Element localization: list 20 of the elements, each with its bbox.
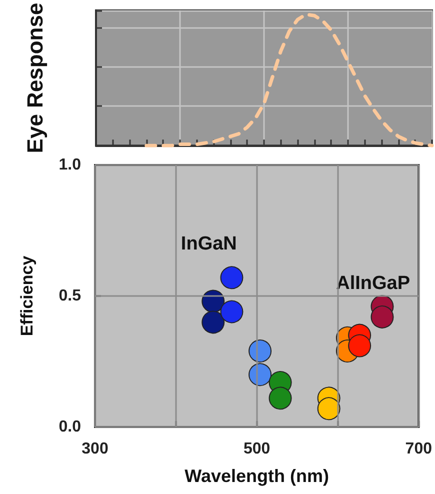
y-axis-title: Eye Response [22,2,48,154]
y-tick-label: 0.0 [58,418,82,436]
point [317,397,340,420]
annotation: AlInGaP [336,272,410,294]
point [348,334,372,358]
x-tick-label: 700 [405,440,432,458]
annotation: InGaN [180,233,237,254]
point [220,266,244,290]
point [220,300,244,324]
point [202,310,225,334]
point [248,363,272,386]
x-tick-label: 300 [82,440,108,458]
point [248,340,272,363]
x-tick-label: 500 [243,440,270,458]
point [370,305,394,328]
y-axis-title: Efficiency [18,255,36,336]
x-axis-title: Wavelength (nm) [184,466,329,486]
y-tick-label: 1.0 [58,156,82,174]
point [268,386,292,410]
y-tick-label: 0.5 [58,288,82,304]
